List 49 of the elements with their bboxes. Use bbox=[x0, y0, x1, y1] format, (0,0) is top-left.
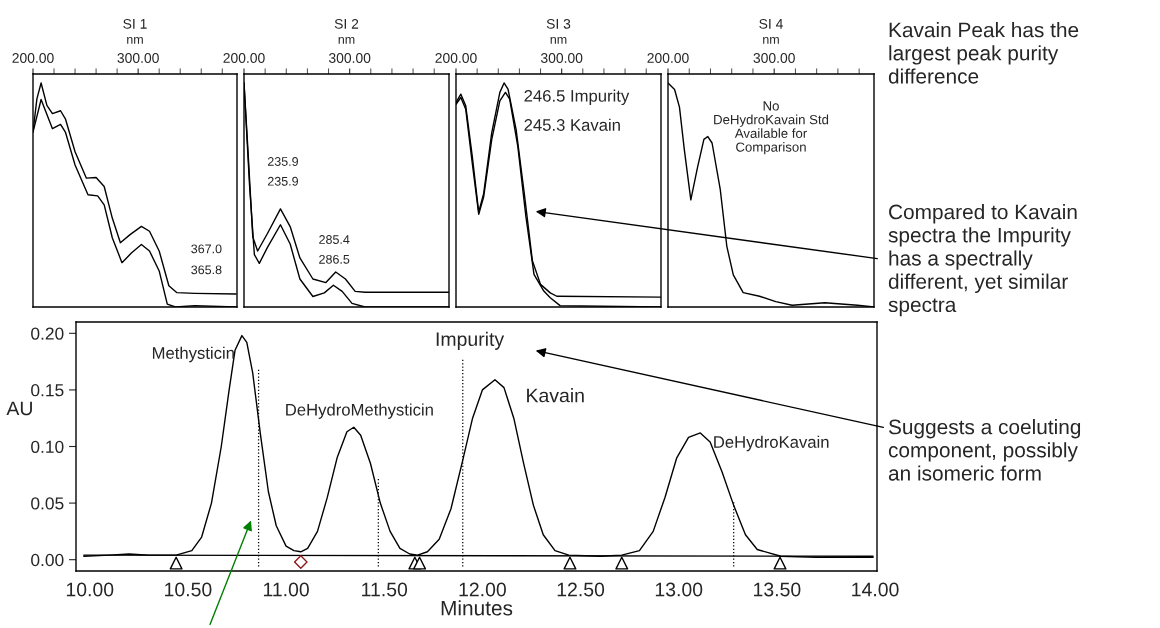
x-tick-label: 14.00 bbox=[852, 582, 899, 597]
x-tick-label: 300.00 bbox=[328, 53, 371, 63]
y-tick-label: 0.10 bbox=[31, 440, 64, 453]
x-axis-title: nm bbox=[550, 36, 567, 44]
x-tick-label: 200.00 bbox=[12, 53, 54, 63]
annotation: 365.8 bbox=[191, 265, 222, 275]
annotation: Impurity bbox=[436, 331, 505, 350]
annotation: 285.4 bbox=[319, 235, 350, 244]
annotation: 246.5 Impurity bbox=[524, 89, 630, 106]
annotation: DeHydroMethysticin bbox=[286, 403, 433, 419]
x-axis-title: nm bbox=[338, 36, 355, 44]
annotation: 286.5 bbox=[319, 254, 350, 264]
x-tick-label: 200.00 bbox=[223, 53, 265, 63]
x-tick-label: 10.00 bbox=[66, 582, 114, 597]
x-tick-label: 13.50 bbox=[754, 582, 801, 597]
y-tick-label: 0.15 bbox=[31, 384, 64, 397]
x-tick-label: 12.00 bbox=[459, 582, 506, 597]
text: Kavain Peak has the largest peak purity difference bbox=[888, 22, 1079, 84]
x-tick-label: 300.00 bbox=[753, 53, 795, 63]
annotation: 235.9 bbox=[267, 176, 298, 186]
annotation: 235.9 bbox=[267, 157, 298, 166]
x-axis-title: nm bbox=[127, 36, 143, 44]
text: Compared to Kavain spectra the Impurity has a spectrally different, yet similar spectra bbox=[888, 204, 1077, 317]
x-axis-title: nm bbox=[763, 36, 779, 44]
x-tick-label: 13.00 bbox=[655, 582, 703, 597]
annotation: 367.0 bbox=[191, 244, 222, 254]
y-axis-title: AU bbox=[6, 401, 32, 416]
x-axis-title: Minutes bbox=[441, 600, 513, 616]
y-tick-label: 0.20 bbox=[31, 327, 64, 340]
x-tick-label: 12.50 bbox=[557, 582, 605, 597]
annotation: No DeHydroKavain Std Available for Comparison bbox=[714, 101, 829, 155]
chart-title: SI 3 bbox=[546, 18, 571, 29]
y-tick-label: 0.00 bbox=[31, 553, 64, 567]
annotation: Kavain bbox=[527, 388, 584, 403]
chart-title: SI 4 bbox=[759, 18, 783, 29]
x-tick-label: 200.00 bbox=[647, 53, 689, 63]
text: Suggests a coeluting component, possibly an isomeric form bbox=[888, 419, 1081, 481]
annotation: DeHydroKavain bbox=[714, 435, 829, 452]
x-tick-label: 11.00 bbox=[263, 582, 309, 597]
chart-title: SI 1 bbox=[123, 18, 147, 29]
x-tick-label: 300.00 bbox=[117, 53, 159, 63]
x-tick-label: 10.50 bbox=[165, 582, 212, 597]
x-tick-label: 200.00 bbox=[435, 53, 477, 63]
x-tick-label: 300.00 bbox=[540, 53, 583, 63]
x-tick-label: 11.50 bbox=[362, 582, 408, 597]
annotation: Methysticin bbox=[152, 346, 234, 363]
y-tick-label: 0.05 bbox=[31, 497, 64, 510]
annotation: 245.3 Kavain bbox=[524, 118, 620, 131]
chart-title: SI 2 bbox=[334, 18, 359, 29]
